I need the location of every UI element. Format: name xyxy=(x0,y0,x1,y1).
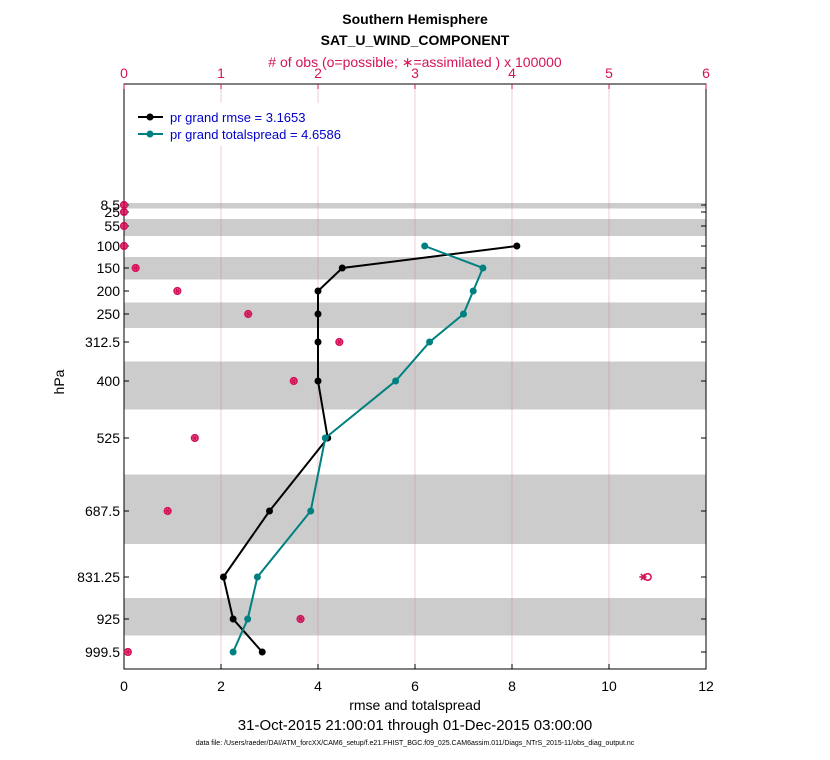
top-tick-label: 4 xyxy=(508,65,516,81)
top-tick-label: 0 xyxy=(120,65,128,81)
obs-asterisk-stroke xyxy=(245,310,251,318)
obs-asterisk-stroke xyxy=(174,287,180,295)
obs-assimilated-marker xyxy=(173,287,181,295)
rmse-point xyxy=(338,264,346,272)
y-tick-label: 200 xyxy=(97,283,121,299)
obs-asterisk-stroke xyxy=(291,377,297,385)
y-tick-label: 525 xyxy=(97,430,121,446)
top-tick-label: 3 xyxy=(411,65,419,81)
rmse-point xyxy=(314,377,322,385)
obs-assimilated-marker xyxy=(296,615,305,623)
y-tick-label: 8.5 xyxy=(101,197,121,213)
totalspread-point xyxy=(307,507,315,515)
totalspread-point xyxy=(229,648,237,656)
obs-asterisk-stroke xyxy=(121,201,127,209)
x-tick-label: 10 xyxy=(601,678,617,694)
y-axis-label: hPa xyxy=(51,369,67,394)
top-axis-label: # of obs (o=possible; ∗=assimilated ) x … xyxy=(268,54,562,70)
obs-asterisk-stroke xyxy=(121,208,127,216)
obs-asterisk-stroke xyxy=(121,242,127,250)
obs-asterisk-stroke xyxy=(640,573,646,581)
x-axis-label: rmse and totalspread xyxy=(349,697,481,713)
y-tick-label: 400 xyxy=(97,373,121,389)
top-tick-label: 6 xyxy=(702,65,710,81)
legend-box xyxy=(133,103,367,146)
rmse-point xyxy=(314,310,322,318)
totalspread-point xyxy=(426,338,434,346)
obs-assimilated-marker xyxy=(120,242,128,250)
legend-label-rmse: pr grand rmse = 3.1653 xyxy=(170,110,306,125)
obs-asterisk-stroke xyxy=(336,338,342,346)
totalspread-point xyxy=(421,242,429,250)
x-tick-label: 6 xyxy=(411,678,419,694)
date-range: 31-Oct-2015 21:00:01 through 01-Dec-2015… xyxy=(238,717,592,734)
obs-assimilated-marker xyxy=(191,434,199,442)
y-tick-label: 312.5 xyxy=(85,334,120,350)
rmse-point xyxy=(314,287,322,295)
legend-marker-totalspread xyxy=(146,130,154,138)
obs-asterisk-stroke xyxy=(298,615,304,623)
series-lines xyxy=(219,242,521,656)
rmse-point xyxy=(266,507,273,515)
rmse-point xyxy=(314,338,322,346)
chart-title: Southern Hemisphere xyxy=(342,11,488,27)
x-tick-label: 12 xyxy=(698,678,714,694)
obs-assimilated-marker xyxy=(244,310,252,318)
chart-subtitle: SAT_U_WIND_COMPONENT xyxy=(321,32,510,48)
rmse-point xyxy=(229,615,237,623)
legend: pr grand rmse = 3.1653 pr grand totalspr… xyxy=(133,103,367,146)
obs-asterisk-stroke xyxy=(125,648,131,656)
totalspread-point xyxy=(321,434,329,442)
x-tick-label: 4 xyxy=(314,678,322,694)
rmse-point xyxy=(219,573,227,581)
obs-assimilated-marker xyxy=(120,208,128,216)
obs-assimilated-marker xyxy=(335,338,343,346)
y-tick-label: 999.5 xyxy=(85,644,120,660)
totalspread-point xyxy=(244,615,252,623)
obs-assimilated-marker xyxy=(124,648,132,656)
obs-asterisk-stroke xyxy=(192,434,198,442)
obs-assimilated-marker xyxy=(639,573,647,581)
y-tick-label: 100 xyxy=(97,238,121,254)
obs-assimilated-marker xyxy=(132,264,140,272)
y-tick-label: 687.5 xyxy=(85,503,120,519)
y-tick-label: 55 xyxy=(104,218,120,234)
totalspread-point xyxy=(469,287,477,295)
data-file-note: data file: /Users/raeder/DAI/ATM_forcXX/… xyxy=(196,740,635,747)
y-tick-label: 150 xyxy=(97,260,121,276)
x-tick-label: 0 xyxy=(120,678,128,694)
totalspread-point xyxy=(253,573,261,581)
legend-marker-rmse xyxy=(146,113,154,121)
obs-assimilated-marker xyxy=(164,507,172,515)
y-tick-label: 925 xyxy=(97,611,121,627)
obs-assimilated-marker xyxy=(120,222,128,230)
top-tick-label: 1 xyxy=(217,65,225,81)
axis-ticks: 0 2 4 6 8 10 120 1 2 3 4 5 68.52555100150200250312.5… xyxy=(77,65,714,694)
obs-assimilated-marker xyxy=(290,377,298,385)
totalspread-point xyxy=(460,310,467,318)
rmse-point xyxy=(258,648,266,656)
obs-asterisk-stroke xyxy=(133,264,139,272)
obs-asterisk-stroke xyxy=(165,507,171,515)
totalspread-point xyxy=(479,264,487,272)
y-tick-label: 250 xyxy=(97,306,121,322)
y-tick-label: 831.25 xyxy=(77,569,120,585)
obs-asterisk-stroke xyxy=(121,222,127,230)
top-tick-label: 2 xyxy=(314,65,322,81)
rmse-point xyxy=(513,242,521,250)
y-tick-label: 25 xyxy=(104,204,120,220)
totalspread-point xyxy=(392,377,400,385)
obs-count-markers xyxy=(119,200,652,657)
x-tick-label: 8 xyxy=(508,678,516,694)
top-tick-label: 5 xyxy=(605,65,613,81)
obs-assimilated-marker xyxy=(120,201,128,209)
legend-label-totalspread: pr grand totalspread = 4.6586 xyxy=(170,127,341,142)
x-tick-label: 2 xyxy=(217,678,225,694)
